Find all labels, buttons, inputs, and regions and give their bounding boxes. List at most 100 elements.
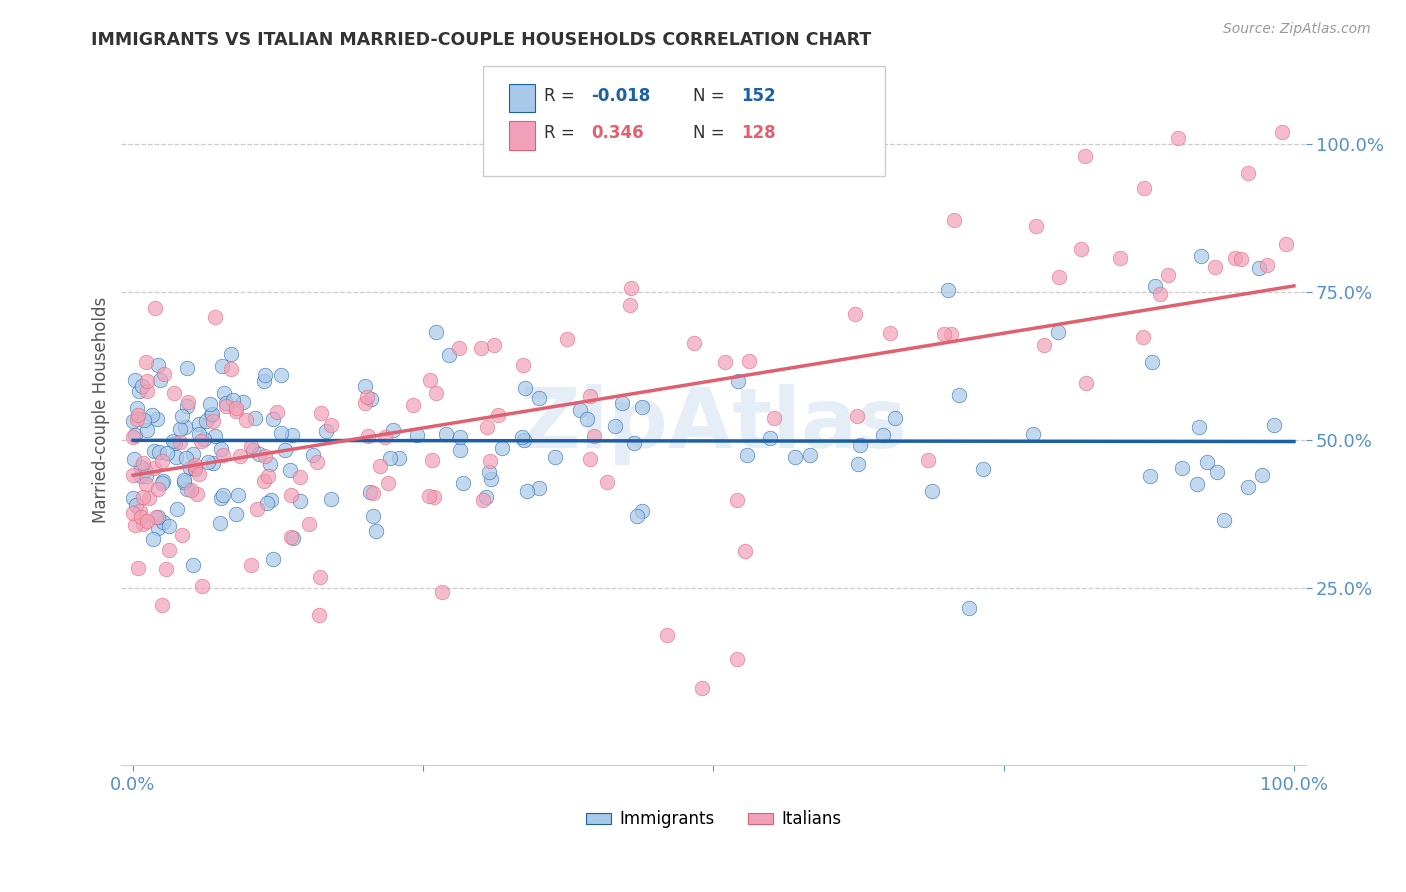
Point — [626, 508, 648, 523]
Point — [690, 681, 713, 696]
Point — [449, 442, 471, 457]
Point — [152, 474, 174, 488]
Point — [631, 504, 654, 518]
Point — [1189, 249, 1212, 263]
Point — [129, 460, 152, 475]
Point — [138, 491, 160, 506]
Point — [307, 455, 329, 469]
Point — [884, 411, 907, 425]
Point — [425, 385, 447, 400]
Point — [150, 453, 173, 467]
Point — [311, 406, 333, 420]
Point — [1223, 251, 1246, 265]
Point — [136, 514, 159, 528]
Point — [555, 332, 578, 346]
Point — [302, 448, 325, 462]
Point — [529, 481, 551, 495]
Point — [131, 379, 153, 393]
Point — [173, 475, 195, 490]
Point — [135, 355, 157, 369]
Point — [477, 419, 499, 434]
Point — [132, 490, 155, 504]
Point — [309, 570, 332, 584]
Point — [142, 461, 165, 475]
Point — [124, 373, 146, 387]
Point — [212, 448, 235, 462]
Point — [232, 395, 254, 409]
Point — [366, 524, 388, 538]
Y-axis label: Married-couple Households: Married-couple Households — [93, 297, 110, 524]
Point — [127, 412, 149, 426]
Point — [1109, 251, 1132, 265]
Point — [1132, 330, 1154, 344]
Point — [430, 585, 453, 599]
Point — [204, 429, 226, 443]
Point — [266, 405, 288, 419]
Point — [1197, 455, 1219, 469]
Point — [188, 427, 211, 442]
Point — [214, 386, 236, 401]
Text: N =: N = — [693, 124, 725, 142]
Point — [180, 483, 202, 498]
Point — [478, 465, 501, 479]
Point — [1076, 376, 1098, 390]
Point — [382, 423, 405, 437]
Point — [229, 449, 252, 463]
Point — [1133, 181, 1156, 195]
Point — [1033, 338, 1056, 352]
Point — [239, 439, 262, 453]
Point — [176, 482, 198, 496]
Point — [363, 509, 385, 524]
Bar — [509, 84, 534, 112]
Point — [215, 399, 238, 413]
Point — [475, 490, 498, 504]
Point — [735, 448, 758, 462]
Point — [211, 359, 233, 373]
Point — [939, 327, 962, 342]
Point — [380, 450, 402, 465]
Point — [193, 432, 215, 446]
Point — [128, 504, 150, 518]
Point — [172, 409, 194, 424]
Point — [575, 411, 598, 425]
Point — [921, 484, 943, 499]
Point — [578, 389, 600, 403]
Point — [122, 467, 145, 482]
Point — [150, 598, 173, 612]
Point — [1021, 426, 1043, 441]
Point — [823, 137, 845, 152]
Point — [260, 493, 283, 508]
Point — [315, 424, 337, 438]
Point — [253, 449, 276, 463]
Point — [209, 442, 232, 456]
Text: Source: ZipAtlas.com: Source: ZipAtlas.com — [1223, 22, 1371, 37]
Point — [544, 450, 567, 464]
Point — [145, 510, 167, 524]
Point — [197, 455, 219, 469]
Point — [169, 435, 191, 450]
Point — [169, 422, 191, 436]
Point — [1143, 279, 1166, 293]
Point — [146, 358, 169, 372]
Point — [246, 502, 269, 516]
Point — [280, 530, 302, 544]
Point — [135, 469, 157, 483]
Point — [1204, 260, 1226, 274]
Point — [734, 544, 756, 558]
Point — [360, 392, 382, 407]
Point — [155, 562, 177, 576]
Point — [516, 484, 538, 499]
Point — [472, 493, 495, 508]
Point — [141, 409, 163, 423]
Point — [179, 461, 201, 475]
Point — [122, 506, 145, 520]
Point — [156, 446, 179, 460]
Point — [281, 532, 304, 546]
Point — [1188, 419, 1211, 434]
Point — [1236, 166, 1258, 180]
Point — [799, 448, 821, 462]
Point — [1249, 261, 1271, 276]
Point — [135, 423, 157, 437]
Point — [619, 298, 641, 312]
Point — [846, 409, 869, 423]
